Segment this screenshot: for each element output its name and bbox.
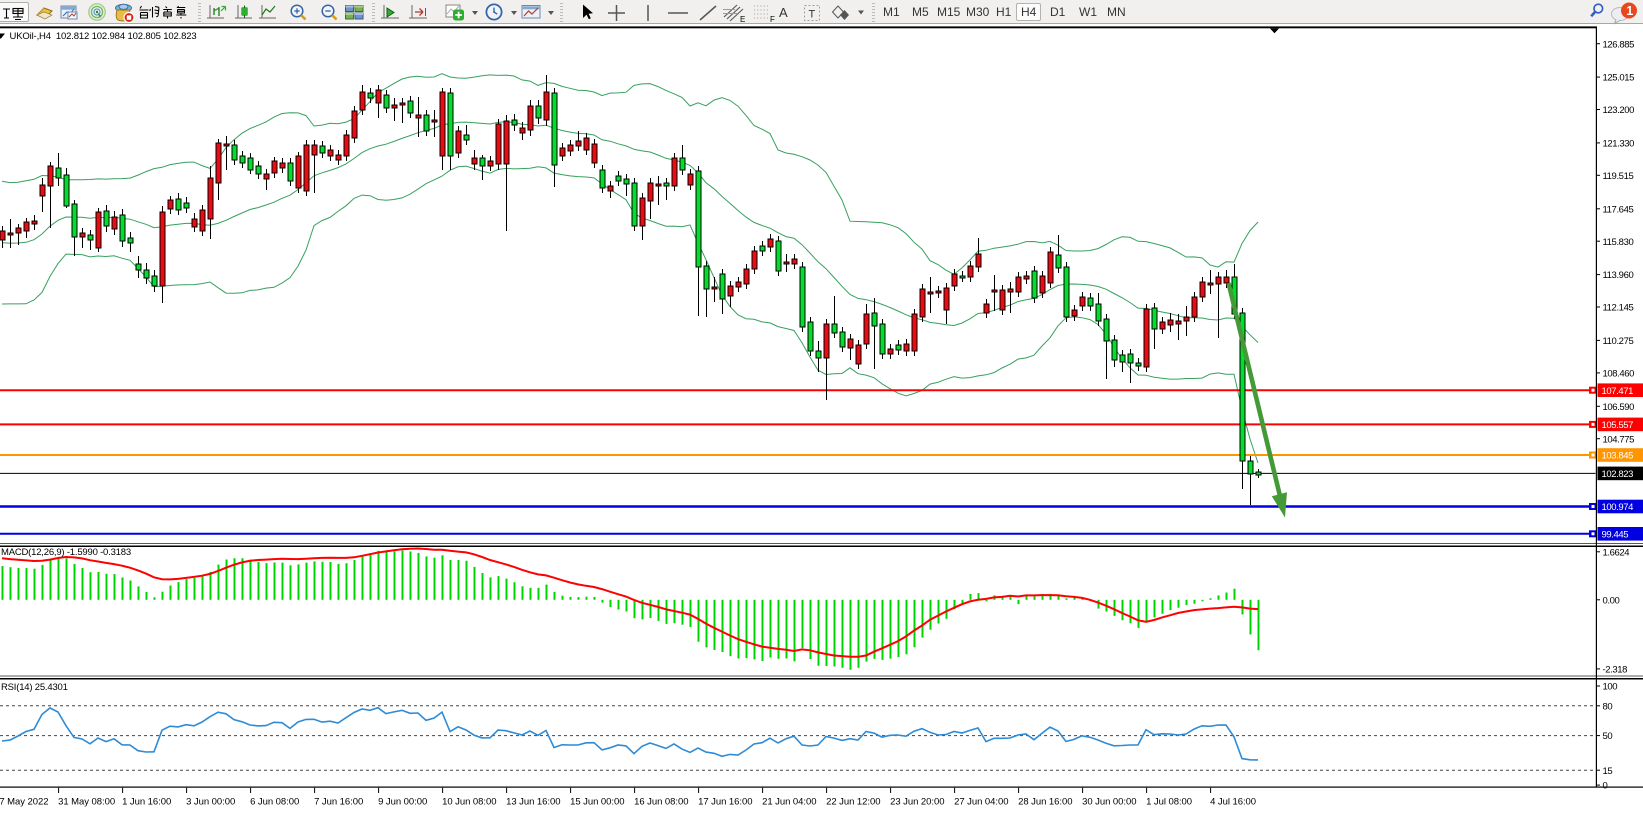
svg-text:80: 80 (1603, 701, 1613, 712)
svg-text:9 Jun 00:00: 9 Jun 00:00 (378, 797, 427, 808)
svg-text:10 Jun 08:00: 10 Jun 08:00 (442, 797, 496, 808)
svg-text:110.275: 110.275 (1603, 336, 1634, 347)
svg-text:99.445: 99.445 (1602, 529, 1629, 540)
svg-text:31 May 08:00: 31 May 08:00 (58, 797, 115, 808)
svg-text:23 Jun 20:00: 23 Jun 20:00 (890, 797, 944, 808)
svg-text:16 Jun 08:00: 16 Jun 08:00 (634, 797, 688, 808)
svg-text:3 Jun 00:00: 3 Jun 00:00 (186, 797, 235, 808)
svg-text:22 Jun 12:00: 22 Jun 12:00 (826, 797, 880, 808)
svg-text:100: 100 (1603, 682, 1618, 693)
svg-text:50: 50 (1603, 731, 1613, 742)
svg-text:MACD(12,26,9) -1.5990 -0.3183: MACD(12,26,9) -1.5990 -0.3183 (1, 547, 131, 558)
svg-text:121.330: 121.330 (1603, 139, 1635, 150)
svg-text:15 Jun 00:00: 15 Jun 00:00 (570, 797, 624, 808)
svg-text:21 Jun 04:00: 21 Jun 04:00 (762, 797, 816, 808)
svg-text:108.460: 108.460 (1603, 369, 1635, 380)
svg-text:T: T (809, 9, 816, 21)
svg-text:1.6624: 1.6624 (1603, 547, 1630, 558)
svg-text:RSI(14) 25.4301: RSI(14) 25.4301 (1, 682, 68, 693)
svg-text:27 Jun 04:00: 27 Jun 04:00 (954, 797, 1008, 808)
svg-text:6 Jun 08:00: 6 Jun 08:00 (250, 797, 299, 808)
svg-text:126.885: 126.885 (1603, 39, 1635, 50)
svg-text:105.557: 105.557 (1602, 420, 1634, 431)
svg-text:107.471: 107.471 (1602, 386, 1634, 397)
svg-text:30 Jun 00:00: 30 Jun 00:00 (1082, 797, 1136, 808)
svg-text:UKOil-,H4 102.812 102.984 102: UKOil-,H4 102.812 102.984 102.805 102.82… (10, 31, 197, 42)
svg-text:1 Jun 16:00: 1 Jun 16:00 (122, 797, 171, 808)
svg-text:0.00: 0.00 (1603, 595, 1620, 606)
svg-text:F: F (770, 15, 775, 24)
svg-text:100.974: 100.974 (1602, 502, 1634, 513)
svg-text:-2.318: -2.318 (1603, 665, 1628, 676)
svg-text:28 Jun 16:00: 28 Jun 16:00 (1018, 797, 1072, 808)
svg-text:123.200: 123.200 (1603, 105, 1635, 116)
svg-text:13 Jun 16:00: 13 Jun 16:00 (506, 797, 560, 808)
svg-text:104.775: 104.775 (1603, 434, 1635, 445)
svg-text:113.960: 113.960 (1603, 270, 1634, 281)
svg-text:1 Jul 08:00: 1 Jul 08:00 (1146, 797, 1192, 808)
svg-text:15: 15 (1603, 766, 1613, 777)
svg-text:112.145: 112.145 (1603, 303, 1634, 314)
svg-text:103.845: 103.845 (1602, 451, 1634, 462)
svg-text:27 May 2022: 27 May 2022 (0, 797, 48, 808)
svg-text:17 Jun 16:00: 17 Jun 16:00 (698, 797, 752, 808)
svg-text:E: E (740, 15, 745, 24)
svg-text:7 Jun 16:00: 7 Jun 16:00 (314, 797, 363, 808)
svg-text:119.515: 119.515 (1603, 171, 1634, 182)
svg-text:125.015: 125.015 (1603, 73, 1635, 84)
svg-text:102.823: 102.823 (1602, 469, 1634, 480)
svg-text:0: 0 (1603, 781, 1608, 792)
svg-text:4 Jul 16:00: 4 Jul 16:00 (1210, 797, 1256, 808)
svg-text:117.645: 117.645 (1603, 204, 1634, 215)
svg-text:1: 1 (1626, 4, 1633, 18)
svg-text:115.830: 115.830 (1603, 237, 1634, 248)
svg-text:106.590: 106.590 (1603, 402, 1635, 413)
